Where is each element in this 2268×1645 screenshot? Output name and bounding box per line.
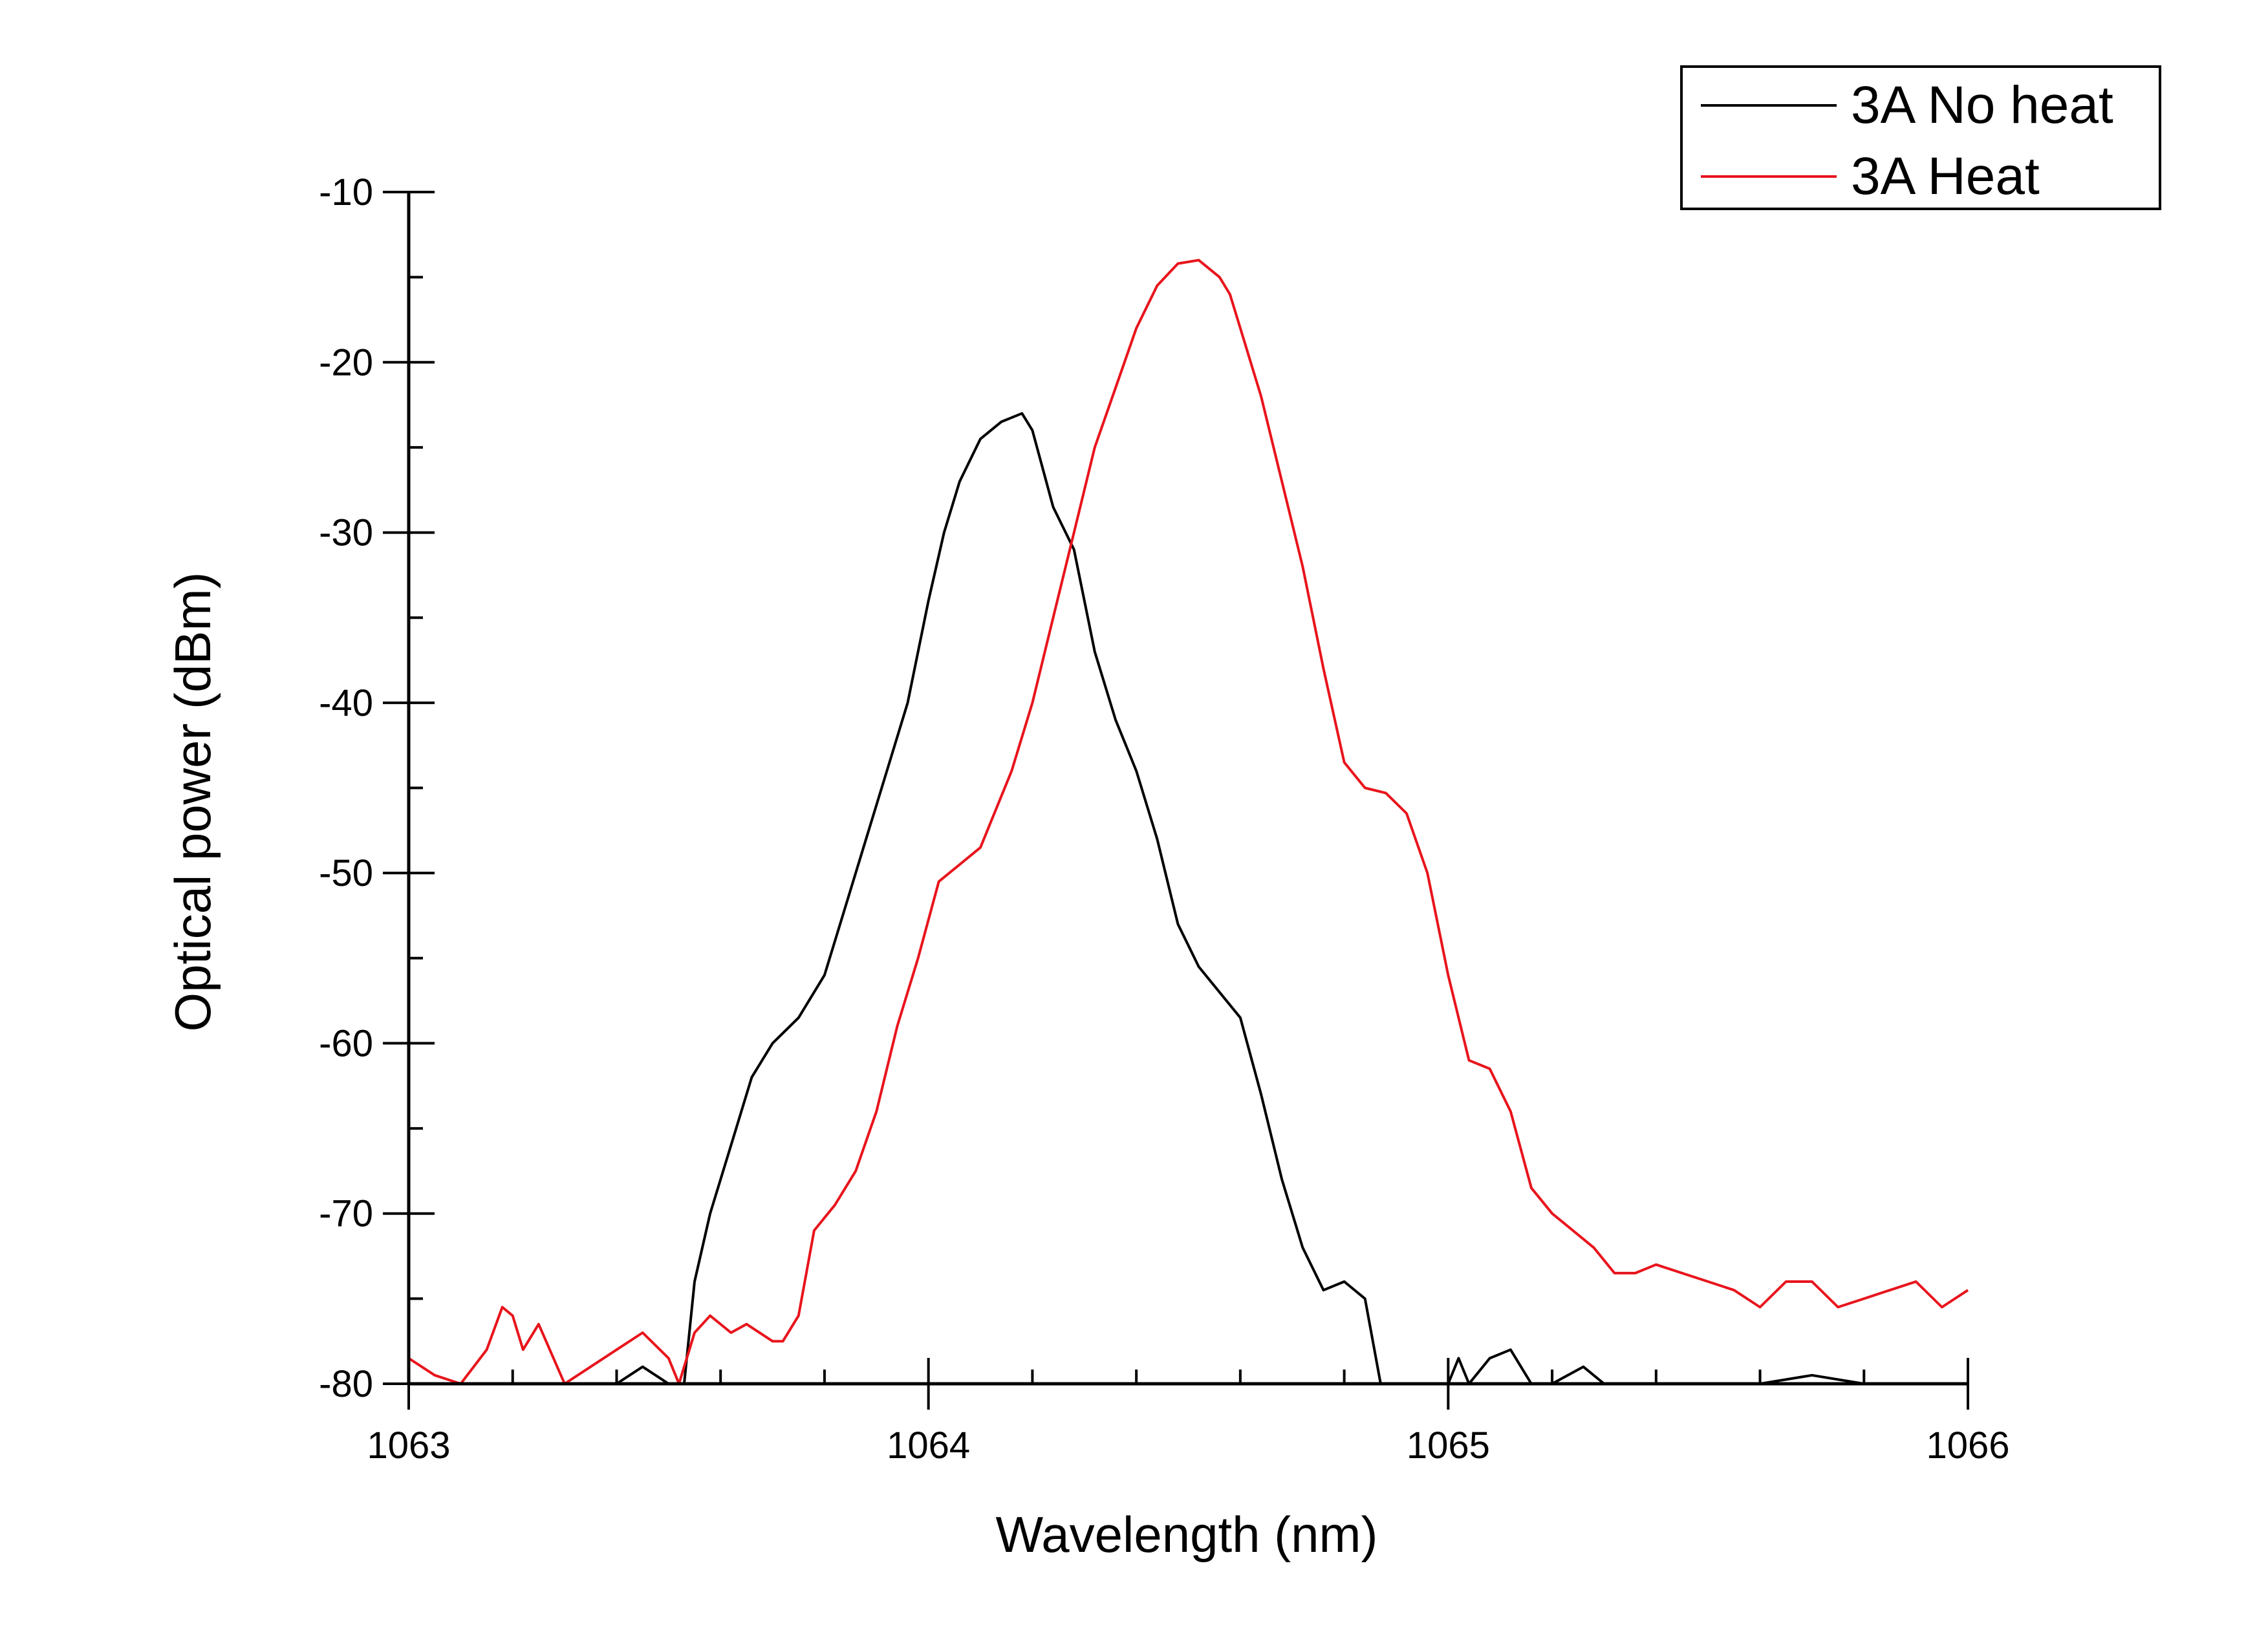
x-tick-labels: 1063 1064 1065 1066: [367, 1425, 2009, 1467]
x-axis-title: Wavelength (nm): [996, 1506, 1378, 1563]
legend-box: [1680, 65, 2161, 210]
x-tick-label: 1064: [887, 1425, 970, 1467]
series-line-no-heat: [409, 412, 1968, 1385]
legend-label-no-heat: 3A No heat: [1851, 76, 2113, 134]
x-tick-label: 1065: [1407, 1425, 1490, 1467]
y-tick-label: -30: [319, 512, 373, 554]
y-tick-label: -60: [319, 1022, 373, 1064]
x-tick-label: 1063: [367, 1425, 450, 1467]
y-tick-label: -40: [319, 682, 373, 724]
y-tick-labels: -80 -70 -60 -50 -40 -30 -20 -10: [319, 171, 373, 1405]
legend-label-heat: 3A Heat: [1851, 147, 2040, 206]
y-minor-ticks: [409, 275, 423, 1300]
series-lines: [407, 259, 1969, 1385]
series-line-heat: [407, 259, 1969, 1385]
y-axis-title: Optical power (dBm): [164, 572, 221, 1032]
legend: 3A No heat 3A Heat: [1680, 65, 2161, 210]
y-tick-label: -80: [319, 1363, 373, 1405]
y-tick-label: -20: [319, 341, 373, 383]
y-tick-label: -10: [319, 171, 373, 213]
y-tick-label: -70: [319, 1193, 373, 1235]
x-minor-ticks: [511, 1370, 1866, 1384]
x-tick-label: 1066: [1926, 1425, 2009, 1467]
y-tick-label: -50: [319, 852, 373, 894]
